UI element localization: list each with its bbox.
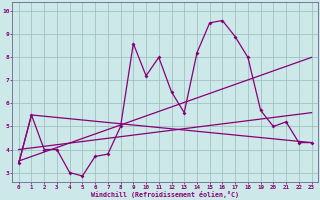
X-axis label: Windchill (Refroidissement éolien,°C): Windchill (Refroidissement éolien,°C) bbox=[91, 191, 239, 198]
